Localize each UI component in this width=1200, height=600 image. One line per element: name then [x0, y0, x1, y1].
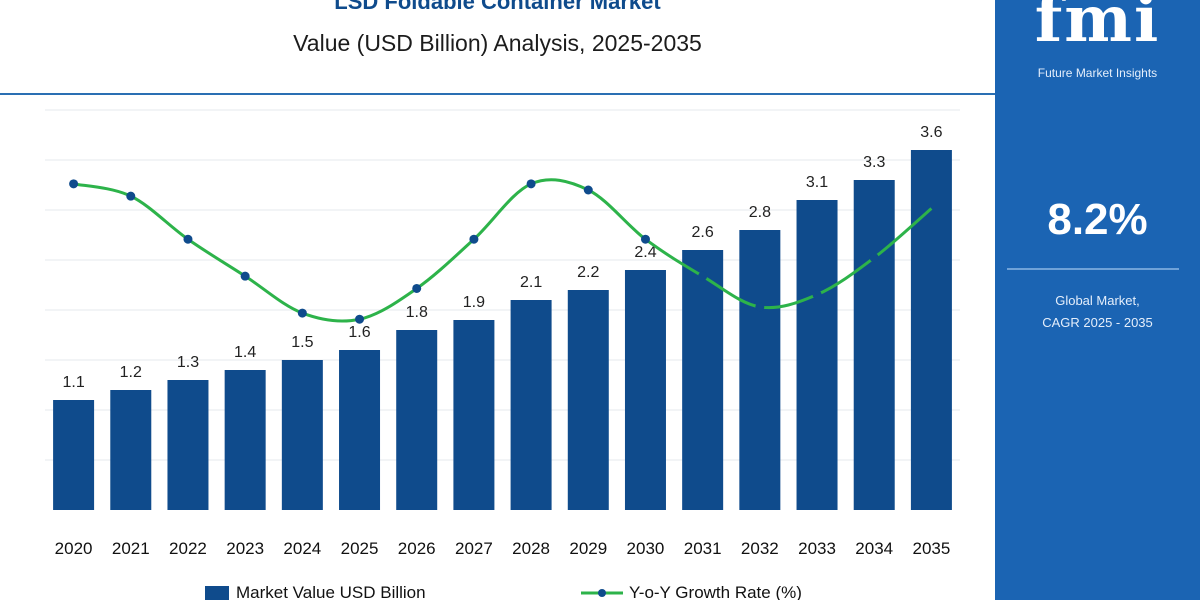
- bar: [339, 350, 381, 510]
- cagr-value: 8.2%: [1047, 195, 1148, 244]
- x-tick-label: 2024: [283, 539, 321, 558]
- bar: [396, 330, 438, 510]
- x-tick-label: 2034: [855, 539, 893, 558]
- growth-point: [640, 234, 650, 244]
- bar-value-label: 2.4: [634, 244, 656, 261]
- bar: [853, 180, 895, 510]
- bar-value-labels: 1.1 1.2 1.3 1.4 1.5 1.6 1.8 1.9 2.1 2.2 2.4 2.6 2.8 3…: [62, 124, 942, 391]
- legend: Market Value USD Billion Y-o-Y Growth Ra…: [205, 583, 802, 600]
- growth-point: [69, 179, 79, 189]
- brand-sidebar: fmi Future Market Insights 8.2% Global M…: [995, 0, 1200, 600]
- sidebar-divider: [1007, 268, 1179, 270]
- growth-point: [583, 185, 593, 195]
- x-tick-label: 2033: [798, 539, 836, 558]
- growth-point: [297, 308, 307, 318]
- x-tick-label: 2030: [627, 539, 665, 558]
- cagr-label-line2: CAGR 2025 - 2035: [1042, 315, 1153, 330]
- bar: [510, 300, 552, 510]
- growth-series: [69, 178, 933, 324]
- x-tick-label: 2028: [512, 539, 550, 558]
- growth-point: [869, 253, 879, 263]
- x-tick-label: 2026: [398, 539, 436, 558]
- x-axis-ticks: 2020 2021 2022 2023 2024 2025 2026 2027 2028 2029…: [55, 539, 951, 558]
- bar-value-label: 2.2: [577, 264, 599, 281]
- fmi-logo: fmi: [1034, 0, 1161, 57]
- bar-value-label: 2.6: [692, 224, 714, 241]
- bar-value-label: 2.1: [520, 274, 542, 291]
- legend-bar-swatch: [205, 586, 229, 600]
- bar-value-label: 1.3: [177, 354, 199, 371]
- bar: [796, 200, 838, 510]
- x-tick-label: 2035: [912, 539, 950, 558]
- x-tick-label: 2027: [455, 539, 493, 558]
- x-tick-label: 2020: [55, 539, 93, 558]
- legend-line-marker: [598, 589, 606, 597]
- growth-point: [412, 283, 422, 293]
- x-tick-label: 2023: [226, 539, 264, 558]
- bar-value-label: 1.8: [406, 304, 428, 321]
- chart-subtitle: Value (USD Billion) Analysis, 2025-2035: [293, 30, 702, 56]
- growth-line: [73, 178, 933, 323]
- bar: [739, 230, 781, 510]
- bar: [567, 290, 609, 510]
- bar-series: [53, 150, 952, 510]
- cagr-label-line1: Global Market,: [1055, 293, 1140, 308]
- growth-point: [126, 191, 136, 201]
- growth-point: [698, 271, 708, 281]
- growth-point: [469, 234, 479, 244]
- x-tick-label: 2021: [112, 539, 150, 558]
- chart-title: LSD Foldable Container Market: [334, 0, 661, 14]
- bar: [110, 390, 152, 510]
- x-tick-label: 2032: [741, 539, 779, 558]
- growth-point: [526, 179, 536, 189]
- title-divider: [0, 93, 995, 95]
- legend-bar-label: Market Value USD Billion: [236, 583, 426, 600]
- bar-value-label: 1.9: [463, 294, 485, 311]
- bar: [281, 360, 323, 510]
- bar-value-label: 1.6: [348, 324, 370, 341]
- bar-value-label: 1.2: [120, 364, 142, 381]
- bar-value-label: 2.8: [749, 204, 771, 221]
- bar: [167, 380, 209, 510]
- growth-point: [355, 314, 365, 324]
- growth-point: [183, 234, 193, 244]
- bar-value-label: 1.4: [234, 344, 256, 361]
- bar: [682, 250, 724, 510]
- bar: [624, 270, 666, 510]
- bar: [224, 370, 266, 510]
- growth-point: [240, 271, 250, 281]
- bar: [910, 150, 952, 510]
- brand-name: Future Market Insights: [1037, 66, 1158, 80]
- x-tick-label: 2025: [341, 539, 379, 558]
- bar-value-label: 1.5: [291, 334, 313, 351]
- bar: [53, 400, 95, 510]
- bar: [453, 320, 495, 510]
- legend-line-label: Y-o-Y Growth Rate (%): [629, 583, 802, 600]
- market-chart: 1.1 1.2 1.3 1.4 1.5 1.6 1.8 1.9 2.1 2.2 2.4 2.6 2.8 3…: [45, 109, 960, 600]
- x-tick-label: 2029: [569, 539, 607, 558]
- bar-value-label: 3.6: [920, 124, 942, 141]
- growth-point: [755, 302, 765, 312]
- bar-value-label: 1.1: [62, 374, 84, 391]
- x-tick-label: 2031: [684, 539, 722, 558]
- bar-value-label: 3.1: [806, 174, 828, 191]
- growth-point: [812, 290, 822, 300]
- bar-value-label: 3.3: [863, 154, 885, 171]
- x-tick-label: 2022: [169, 539, 207, 558]
